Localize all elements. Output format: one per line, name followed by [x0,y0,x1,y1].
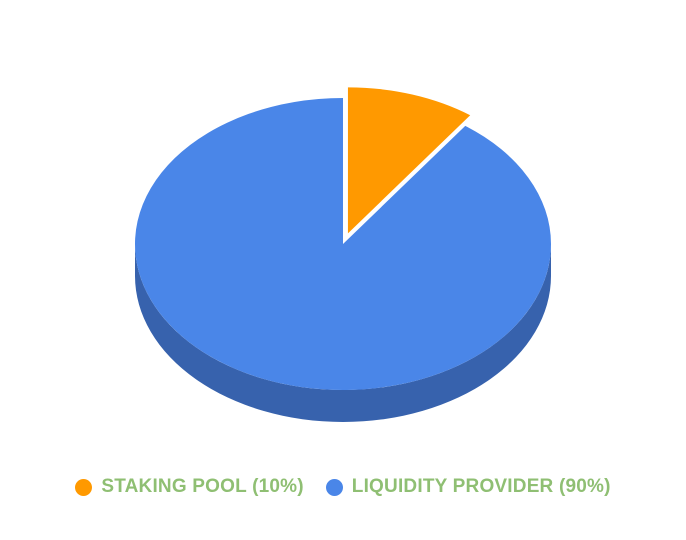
legend-item-staking-pool[interactable]: STAKING POOL (10%) [75,476,304,498]
legend-swatch-liquidity-provider [325,478,343,496]
pie-slice-liquidity-provider[interactable] [135,98,552,390]
pie-side-liquidity-provider [135,244,551,422]
pie-slice-staking-pool[interactable] [347,87,471,234]
chart-legend: STAKING POOL (10%) LIQUIDITY PROVIDER (9… [0,472,686,502]
legend-label-staking-pool: STAKING POOL (10%) [101,476,304,497]
legend-item-liquidity-provider[interactable]: LIQUIDITY PROVIDER (90%) [325,476,611,498]
legend-label-liquidity-provider: LIQUIDITY PROVIDER (90%) [351,476,611,497]
legend-swatch-staking-pool [75,478,93,496]
